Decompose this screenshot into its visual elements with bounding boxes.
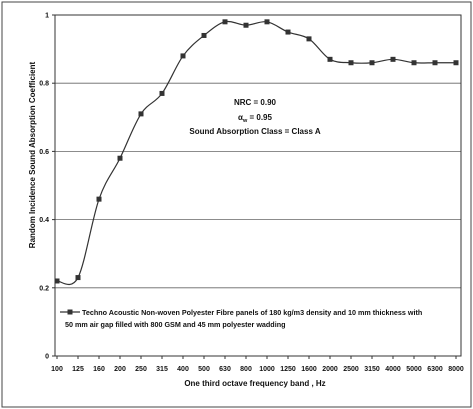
data-point-marker [180,53,186,59]
series-layer [54,19,459,286]
x-tick-label: 160 [93,366,105,373]
data-point-marker [432,60,438,66]
data-point-marker [327,56,333,62]
x-tick-label: 200 [114,366,126,373]
y-axis-title: Random Incidence Sound Absorption Coeffi… [28,61,37,248]
x-tick-label: 125 [72,366,84,373]
data-point-marker [222,19,228,25]
label-layer: 0 0.2 0.4 0.6 0.8 1 100 125 160 200 250 315 400 500 63… [39,13,464,374]
class-annotation: Sound Absorption Class = Class A [189,127,320,136]
axis-layer [52,14,462,359]
plot-area-frame [54,14,462,357]
x-tick-label: 500 [198,366,210,373]
legend-text-line-1: Techno Acoustic Non-woven Polyester Fibr… [82,308,422,317]
y-tick-label: 0.4 [39,217,49,224]
legend-marker [67,309,73,315]
alpha-w-annotation: αw = 0.95 [238,113,272,124]
x-axis-title: One third octave frequency band , Hz [184,379,325,388]
x-tick-label: 315 [156,366,168,373]
data-point-marker [117,155,123,161]
data-point-marker [348,60,354,66]
annotation-box: NRC = 0.90 αw = 0.95 Sound Absorption Cl… [189,98,320,136]
x-tick-label: 250 [135,366,147,373]
data-point-marker [75,275,81,281]
nrc-annotation: NRC = 0.90 [234,98,277,107]
legend: Techno Acoustic Non-woven Polyester Fibr… [60,308,422,329]
x-tick-label: 6300 [427,366,443,373]
x-tick-label: 800 [240,366,252,373]
data-point-marker [243,22,249,28]
data-point-marker [285,29,291,35]
x-tick-label: 1600 [301,366,317,373]
data-point-marker [411,60,417,66]
legend-text-line-2: 50 mm air gap filled with 800 GSM and 45… [65,320,285,329]
data-point-marker [159,90,165,96]
x-tick-label: 1250 [280,366,296,373]
data-point-marker [201,32,207,38]
y-tick-label: 0 [45,354,49,361]
series-line [56,20,456,286]
data-point-marker [96,196,102,202]
x-tick-label: 630 [219,366,231,373]
data-point-marker [54,278,60,284]
y-tick-label: 0.8 [39,81,49,88]
data-point-marker [264,19,270,25]
x-tick-label: 8000 [448,366,464,373]
data-point-marker [306,36,312,42]
data-point-marker [390,56,396,62]
x-tick-label: 3150 [364,366,380,373]
data-point-marker [138,111,144,117]
x-tick-label: 1000 [259,366,275,373]
data-point-marker [453,60,459,66]
x-tick-label: 2500 [343,366,359,373]
y-tick-label: 1 [45,13,49,20]
data-point-marker [369,60,375,66]
y-tick-label: 0.2 [39,285,49,292]
y-tick-label: 0.6 [39,149,49,156]
x-tick-label: 100 [51,366,63,373]
x-tick-label: 4000 [385,366,401,373]
x-tick-label: 2000 [322,366,338,373]
x-tick-label: 5000 [406,366,422,373]
x-tick-label: 400 [177,366,189,373]
